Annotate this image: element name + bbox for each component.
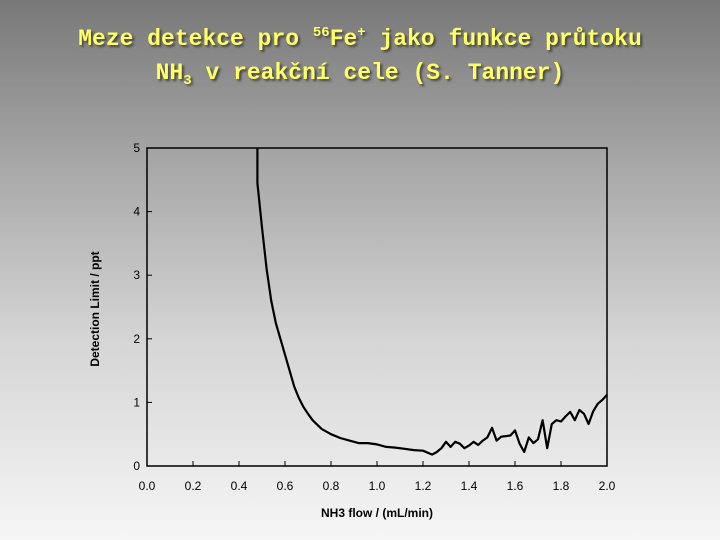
title-text: Meze detekce pro <box>78 26 313 52</box>
series-line-detection-limit <box>256 148 608 456</box>
x-tick-label: 1.8 <box>553 479 570 493</box>
x-tick-label: 0.6 <box>277 479 294 493</box>
x-tick-label: 0.4 <box>231 479 248 493</box>
x-tick-label: 0.2 <box>185 479 202 493</box>
slide-title: Meze detekce pro 56Fe+ jako funkce průto… <box>0 22 720 90</box>
title-text: v reakční cele (S. Tanner) <box>191 60 565 86</box>
y-axis-title: Detection Limit / ppt <box>88 251 102 366</box>
slide-title-line-2: NH3 v reakční cele (S. Tanner) <box>0 56 720 90</box>
y-tick-label: 5 <box>133 141 140 155</box>
element-symbol: Fe <box>329 26 358 52</box>
x-tick-label: 1.6 <box>507 479 524 493</box>
slide-title-line-1: Meze detekce pro 56Fe+ jako funkce průto… <box>0 22 720 56</box>
plot-area <box>146 147 608 467</box>
y-tick-label: 2 <box>133 332 140 346</box>
x-tick-label: 1.4 <box>461 479 478 493</box>
x-tick-label: 1.0 <box>369 479 386 493</box>
y-axis-tick-labels: 0 1 2 3 4 5 <box>133 141 140 473</box>
x-axis-tick-labels: 0.0 0.2 0.4 0.6 0.8 1.0 1.2 1.4 1.6 1.8 2.0 <box>139 479 616 493</box>
formula-subscript: 3 <box>183 73 192 89</box>
y-tick-label: 4 <box>133 205 140 219</box>
y-tick-label: 0 <box>133 459 140 473</box>
isotope-mass-number: 56 <box>312 25 330 41</box>
y-tick-label: 1 <box>133 395 140 409</box>
formula-text: NH <box>155 60 184 86</box>
x-tick-label: 1.2 <box>415 479 432 493</box>
x-axis-ticks <box>146 461 608 466</box>
x-tick-label: 0.8 <box>323 479 340 493</box>
y-axis-ticks <box>147 147 152 467</box>
title-text: jako funkce průtoku <box>365 26 642 52</box>
ion-charge: + <box>357 25 366 41</box>
x-tick-label: 2.0 <box>599 479 616 493</box>
y-tick-label: 3 <box>133 268 140 282</box>
x-axis-title: NH3 flow / (mL/min) <box>321 506 433 520</box>
x-tick-label: 0.0 <box>139 479 156 493</box>
